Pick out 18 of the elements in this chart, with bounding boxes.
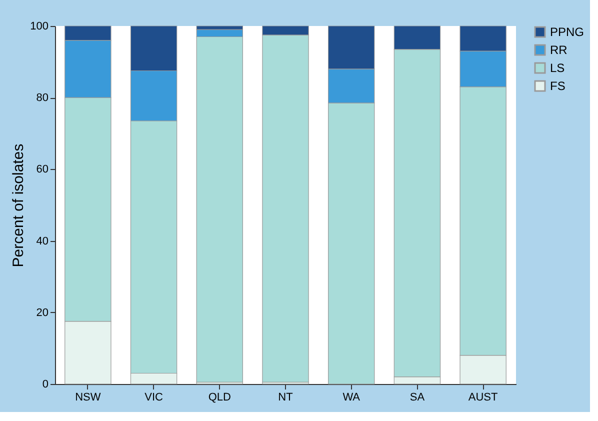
x-tick-label: VIC xyxy=(144,392,164,404)
legend-label: LS xyxy=(550,61,565,75)
x-tick-label: QLD xyxy=(208,392,232,404)
y-tick-label: 0 xyxy=(42,378,48,390)
legend-label: FS xyxy=(550,79,566,93)
legend-label: PPNG xyxy=(550,25,584,39)
y-axis-title: Percent of isolates xyxy=(10,144,28,268)
y-tick-label: 20 xyxy=(36,306,48,319)
x-tick-label: WA xyxy=(342,392,361,404)
legend-label: RR xyxy=(550,43,568,57)
x-tick-label: NT xyxy=(278,392,294,404)
y-tick-label: 80 xyxy=(36,92,48,104)
x-tick-label: AUST xyxy=(468,392,498,404)
y-tick-label: 40 xyxy=(36,235,48,248)
x-tick-label: NSW xyxy=(75,392,102,404)
y-tick-label: 60 xyxy=(36,164,48,176)
x-tick-label: SA xyxy=(410,392,426,404)
y-tick-label: 100 xyxy=(30,20,48,32)
